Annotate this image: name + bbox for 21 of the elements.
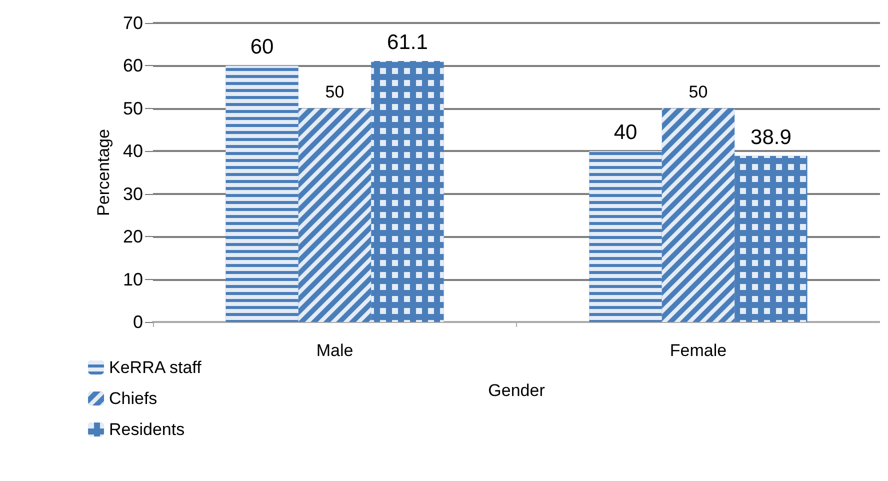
data-label: 60	[250, 36, 274, 59]
legend-label: Residents	[109, 420, 185, 439]
x-tick-label: Male	[316, 341, 354, 360]
data-label: 50	[325, 82, 344, 102]
y-tick-label: 50	[122, 98, 143, 118]
y-tick-label: 70	[122, 13, 143, 33]
y-tick-label: 40	[122, 141, 143, 162]
y-tick-label: 0	[132, 312, 143, 332]
legend-label: KeRRA staff	[109, 358, 202, 377]
y-tick-label: 30	[122, 184, 143, 204]
legend-label: Chiefs	[109, 389, 158, 408]
data-label: 50	[688, 82, 708, 102]
x-tick-label: Female	[670, 341, 727, 360]
y-tick-label: 10	[122, 269, 143, 290]
data-label: 61.1	[387, 31, 428, 54]
data-label: 40	[614, 121, 638, 144]
y-tick-label: 60	[122, 56, 143, 76]
x-axis-title: Gender	[488, 381, 546, 400]
data-label: 38.9	[750, 126, 792, 149]
y-tick-label: 20	[122, 226, 143, 247]
y-axis-title: Percentage	[94, 129, 114, 216]
